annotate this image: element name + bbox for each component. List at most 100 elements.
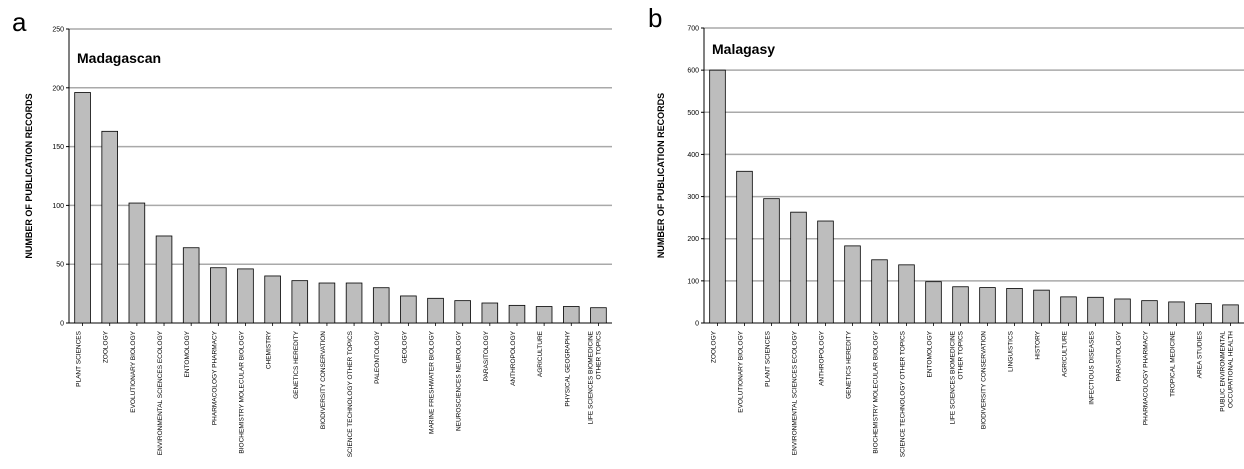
x-tick-label: EVOLUTIONARY BIOLOGY [130, 330, 137, 412]
bar [952, 286, 969, 324]
x-tick-label: AGRICULTURE [1062, 330, 1069, 377]
bar [1141, 300, 1158, 324]
y-tick-label: 0 [695, 321, 699, 328]
x-tick-label: PLANT SCIENCES [765, 330, 772, 387]
bar [844, 245, 861, 324]
bar [871, 259, 888, 324]
x-tick-label: SCIENCE TECHNOLOGY OTHER TOPICS [900, 330, 907, 457]
y-tick-label: 200 [52, 85, 64, 92]
x-tick-label: SCIENCE TECHNOLOGY OTHER TOPICS [347, 330, 354, 457]
x-tick-label: PHARMACOLOGY PHARMACY [211, 330, 218, 425]
bar [237, 268, 254, 324]
y-tick-label: 500 [687, 110, 699, 117]
x-tick-label: AREA STUDIES [1197, 330, 1204, 378]
x-tick-label: NEUROSCIENCES NEUROLOGY [456, 330, 463, 431]
bar [1087, 296, 1104, 324]
x-tick-label: PARASITOLOGY [1116, 330, 1123, 381]
y-tick-label: 100 [687, 278, 699, 285]
x-tick-label: HISTORY [1035, 330, 1042, 359]
bar [925, 281, 942, 324]
y-tick-label: 100 [52, 203, 64, 210]
x-tick-label: CHEMISTRY [266, 330, 273, 369]
bar [790, 211, 807, 324]
x-tick-label: BIODIVERSITY CONSERVATION [320, 331, 327, 429]
x-tick-label: PLANT SCIENCES [76, 330, 83, 387]
bar [74, 92, 91, 324]
bar [318, 282, 336, 324]
bar [291, 280, 309, 324]
x-tick-label: GENETICS HEREDITY [293, 330, 300, 399]
bar [1060, 296, 1077, 324]
bar [1222, 304, 1239, 324]
x-tick-label: ANTHROPOLOGY [510, 330, 517, 386]
x-tick-label: ENVIRONMENTAL SCIENCES ECOLOGY [157, 330, 164, 455]
bar [128, 202, 146, 324]
x-tick-label: PHARMACOLOGY PHARMACY [1143, 330, 1150, 425]
bar [454, 300, 471, 324]
bar [763, 198, 780, 324]
bar [590, 307, 607, 324]
x-tick-label: ENTOMOLOGY [927, 330, 934, 377]
y-tick-label: 700 [687, 26, 699, 33]
panel-letter: a [12, 7, 27, 37]
y-tick-label: 150 [52, 144, 64, 151]
y-tick-label: 200 [687, 236, 699, 243]
x-tick-label: AGRICULTURE [537, 330, 544, 377]
bar [345, 282, 363, 324]
bar [1195, 303, 1212, 324]
bar [427, 297, 444, 324]
x-tick-label: OCCUPATIONAL HEALTH [1228, 331, 1235, 408]
panel-letter: b [648, 3, 662, 33]
bar [979, 287, 996, 324]
x-tick-label: TROPICAL MEDICINE [1170, 330, 1177, 397]
y-tick-label: 50 [56, 262, 64, 269]
y-tick-label: 300 [687, 194, 699, 201]
x-tick-label: PALEONTOLOGY [374, 330, 381, 384]
bar [210, 267, 227, 324]
x-tick-label: OTHER TOPICS [958, 330, 965, 379]
bar [481, 302, 499, 324]
x-tick-label: ENVIRONMENTAL SCIENCES ECOLOGY [792, 330, 799, 455]
chart-title: Madagascan [77, 50, 161, 66]
bar [155, 235, 173, 324]
bar [400, 295, 417, 324]
y-tick-label: 400 [687, 152, 699, 159]
bar [1006, 288, 1023, 324]
y-axis-label: NUMBER OF PUBLICATION RECORDS [24, 93, 34, 258]
bar [1168, 301, 1185, 324]
bar [898, 264, 915, 324]
x-tick-label: PUBLIC ENVIRONMENTAL [1220, 331, 1227, 412]
x-tick-label: GEOLOGY [401, 330, 408, 363]
x-tick-label: INFECTIOUS DISEASES [1089, 330, 1096, 404]
bar [817, 220, 834, 324]
x-tick-label: ZOOLOGY [103, 330, 110, 363]
x-tick-label: LIFE SCIENCES BIOMEDICINE [950, 330, 957, 424]
bar [182, 247, 200, 324]
x-tick-label: MARINE FRESHWATER BIOLOGY [429, 330, 436, 434]
x-tick-label: BIOCHEMISTRY MOLECULAR BIOLOGY [873, 330, 880, 453]
y-axis-label: NUMBER OF PUBLICATION RECORDS [656, 93, 666, 258]
y-tick-label: 0 [60, 321, 64, 328]
x-tick-label: OTHER TOPICS [595, 330, 602, 379]
bar [372, 287, 390, 324]
x-tick-label: LINGUISTICS [1008, 330, 1015, 371]
x-tick-label: ANTHROPOLOGY [819, 330, 826, 386]
bar [1114, 298, 1131, 324]
bar [101, 130, 118, 324]
x-tick-label: BIODIVERSITY CONSERVATION [981, 331, 988, 429]
bar [508, 304, 526, 324]
x-tick-label: BIOCHEMISTRY MOLECULAR BIOLOGY [238, 330, 245, 453]
chart-title: Malagasy [712, 41, 775, 57]
y-tick-label: 600 [687, 68, 699, 75]
x-tick-label: LIFE SCIENCES BIOMEDICINE [587, 330, 594, 424]
bar [736, 170, 753, 324]
x-tick-label: EVOLUTIONARY BIOLOGY [738, 330, 745, 412]
bar [1033, 289, 1050, 324]
x-tick-label: GENETICS HEREDITY [846, 330, 853, 399]
bar [563, 306, 580, 324]
x-tick-label: PHYSICAL GEOGRAPHY [564, 330, 571, 406]
bar [709, 69, 726, 324]
x-tick-label: ZOOLOGY [711, 330, 718, 363]
x-tick-label: ENTOMOLOGY [184, 330, 191, 377]
